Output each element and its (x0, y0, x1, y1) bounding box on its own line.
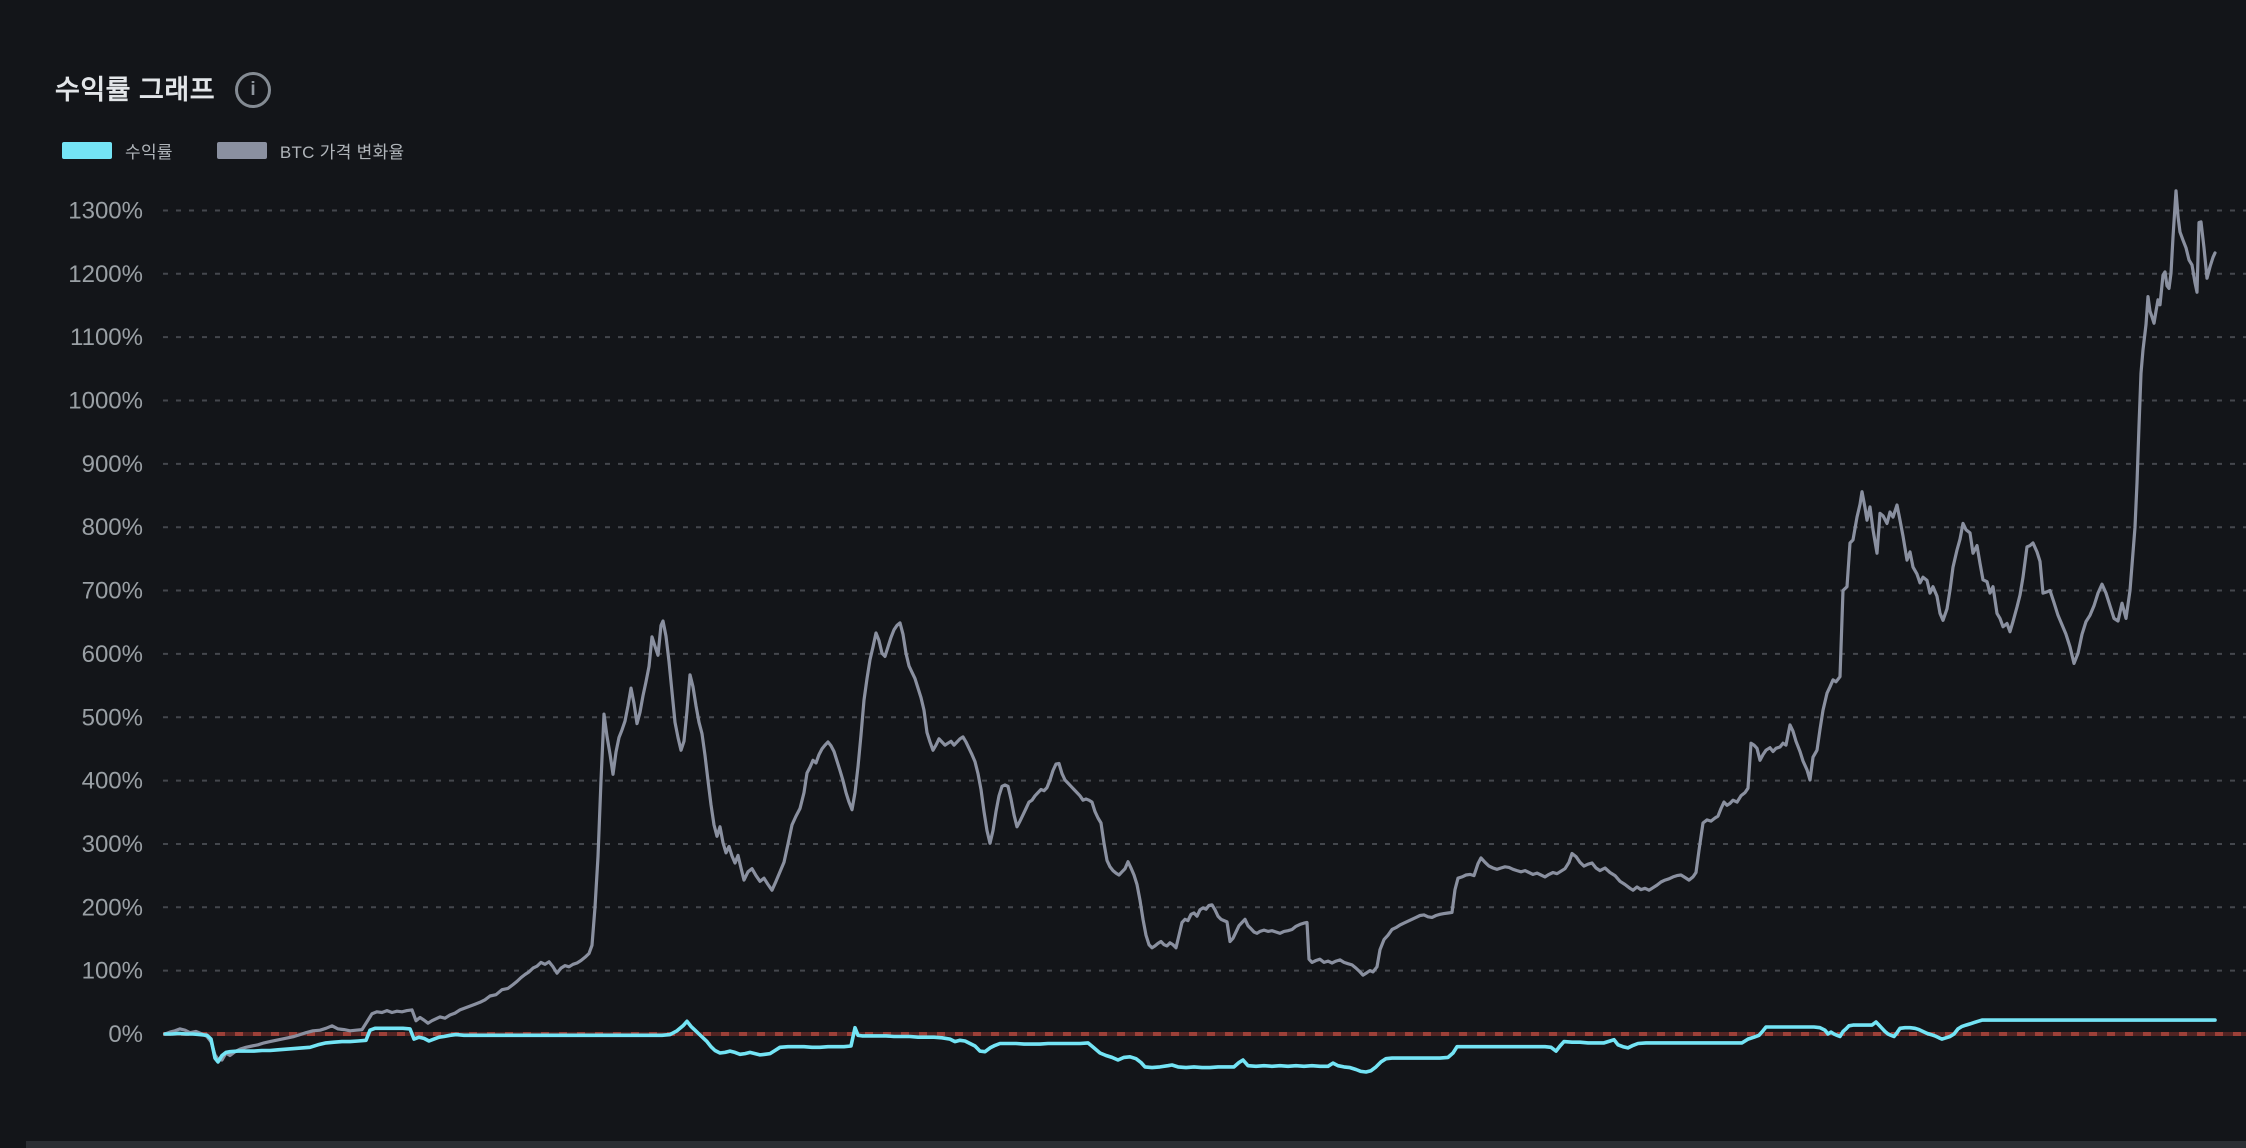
legend-item-btc-change[interactable]: BTC 가격 변화율 (216, 138, 405, 163)
y-axis-tick-label: 1200% (68, 261, 143, 288)
chart-legend: 수익률 BTC 가격 변화율 (62, 138, 404, 163)
y-axis-tick-label: 1100% (70, 324, 143, 351)
y-axis-tick-label: 900% (82, 451, 143, 478)
y-axis-tick-label: 800% (82, 514, 143, 541)
y-axis-tick-label: 700% (82, 578, 143, 605)
y-axis-tick-label: 0% (108, 1021, 143, 1048)
legend-item-return-rate[interactable]: 수익률 (62, 138, 173, 163)
y-axis-tick-label: 1000% (68, 388, 143, 415)
legend-label: BTC 가격 변화율 (279, 143, 405, 162)
btc-change-line (163, 189, 2217, 1062)
y-axis-tick-label: 400% (82, 768, 143, 795)
info-icon[interactable]: i (235, 72, 272, 108)
y-axis-tick-label: 300% (82, 831, 143, 858)
y-axis-labels: 0% 100% 200% 300% 400% 500% 600% 700% 800% 900% 10… (68, 197, 143, 1048)
gridlines (163, 209, 2246, 1035)
btc-change-swatch (216, 142, 267, 159)
return-rate-swatch (62, 142, 112, 159)
y-axis-tick-label: 200% (82, 894, 143, 921)
y-axis-tick-label: 100% (82, 958, 143, 985)
y-axis-tick-label: 1300% (68, 197, 143, 224)
y-axis-tick-label: 600% (82, 641, 143, 668)
horizontal-scrollbar[interactable] (26, 1141, 2246, 1148)
legend-label: 수익률 (125, 143, 173, 162)
return-rate-line (163, 1018, 2217, 1074)
y-axis-tick-label: 500% (82, 704, 143, 731)
chart-header: 수익률 그래프 i (55, 72, 272, 108)
page-title: 수익률 그래프 (55, 75, 216, 105)
